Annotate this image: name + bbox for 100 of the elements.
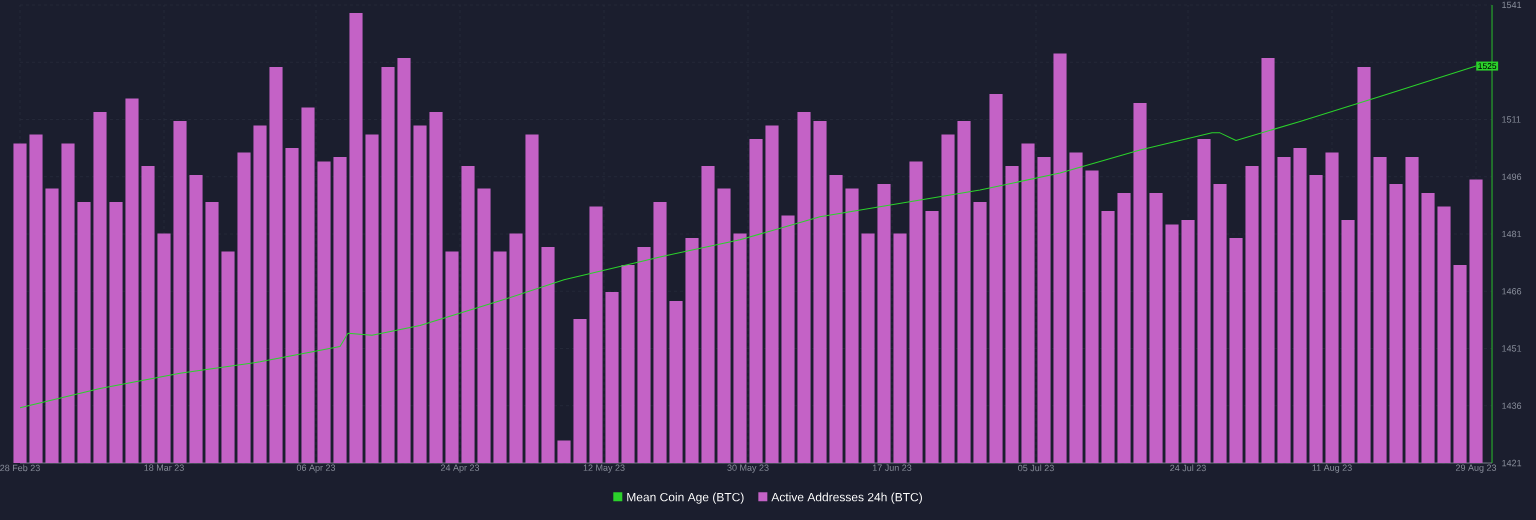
bar: [957, 121, 971, 463]
bar: [429, 112, 443, 463]
bar: [573, 319, 587, 463]
bar: [461, 166, 475, 463]
bar: [1069, 152, 1083, 463]
bar: [1005, 166, 1019, 463]
bar: [253, 125, 267, 463]
bar: [1117, 193, 1131, 463]
bar: [1293, 148, 1307, 463]
y2-tick-label: 1421: [1502, 459, 1522, 467]
x-tick-label: 12 May 23: [583, 464, 625, 473]
bar: [1261, 58, 1275, 463]
bar: [157, 233, 171, 463]
bar: [781, 215, 795, 463]
y2-tick-label: 1436: [1502, 402, 1522, 409]
bar: [925, 211, 939, 463]
bar: [1373, 157, 1387, 463]
bar: [141, 166, 155, 463]
bar: [1181, 220, 1195, 463]
bar: [1453, 265, 1467, 463]
bar: [717, 188, 731, 463]
bar: [1405, 157, 1419, 463]
x-tick-label: 30 May 23: [727, 464, 769, 473]
bar: [493, 251, 507, 463]
y2-tick-label: 1451: [1502, 345, 1522, 352]
x-tick-label: 11 Aug 23: [1312, 464, 1352, 473]
bar: [989, 94, 1003, 463]
y2-tick-label: 1541: [1502, 1, 1522, 9]
bar: [1277, 157, 1291, 463]
bar: [941, 134, 955, 463]
bar: [285, 148, 299, 463]
bar: [317, 161, 331, 463]
bar: [1421, 193, 1435, 463]
x-tick-label: 28 Feb 23: [0, 464, 40, 472]
data-label: 1525: [1478, 63, 1497, 70]
bar: [1229, 238, 1243, 463]
bar: [189, 175, 203, 463]
x-tick-label: 24 Apr 23: [440, 464, 480, 473]
bar: [557, 440, 571, 463]
bar: [1133, 103, 1147, 463]
bar: [893, 233, 907, 463]
bar: [1085, 170, 1099, 463]
bar: [701, 166, 715, 463]
y2-tick-label: 1496: [1502, 173, 1522, 180]
bar: [477, 188, 491, 463]
bar: [93, 112, 107, 463]
legend-label: Active Addresses 24h (BTC): [771, 492, 922, 504]
bar: [1469, 179, 1483, 463]
bar: [29, 134, 43, 463]
bar: [205, 202, 219, 463]
bar: [1245, 166, 1259, 463]
bar: [173, 121, 187, 463]
bar: [397, 58, 411, 463]
bar: [605, 292, 619, 463]
bar: [365, 134, 379, 463]
bar: [813, 121, 827, 463]
y2-tick-label: 1481: [1502, 230, 1522, 238]
x-tick-label: 18 Mar 23: [144, 464, 184, 471]
bar: [109, 202, 123, 463]
bar: [349, 13, 363, 463]
bar: [653, 202, 667, 463]
bar: [765, 125, 779, 463]
bar: [1101, 211, 1115, 463]
bar: [1341, 220, 1355, 463]
x-tick-label: 17 Jun 23: [872, 464, 912, 471]
y2-tick-label: 1466: [1502, 288, 1522, 295]
bar: [589, 206, 603, 463]
bar: [1197, 139, 1211, 463]
bar: [221, 251, 235, 463]
bar: [733, 233, 747, 463]
bar: [1149, 193, 1163, 463]
x-tick-label: 24 Jul 23: [1170, 464, 1206, 472]
x-tick-label: 06 Apr 23: [296, 464, 336, 473]
bar: [1357, 67, 1371, 463]
bar: [685, 238, 699, 463]
bar: [637, 247, 651, 463]
bar: [1309, 175, 1323, 463]
bar: [269, 67, 283, 463]
x-tick-label: 29 Aug 23: [1455, 464, 1497, 473]
bar: [509, 233, 523, 463]
bar: [669, 301, 683, 463]
bar: [61, 143, 75, 463]
bar: [1437, 206, 1451, 463]
bar: [909, 161, 923, 463]
bar: [541, 247, 555, 463]
bar: [1165, 224, 1179, 463]
bar: [301, 107, 315, 463]
bar: [525, 134, 539, 463]
bar: [973, 202, 987, 463]
bar: [237, 152, 251, 463]
bar: [877, 184, 891, 463]
x-tick-label: 05 Jul 23: [1018, 464, 1054, 472]
bar: [333, 157, 347, 463]
bar: [413, 125, 427, 463]
bar: [845, 188, 859, 463]
bar: [797, 112, 811, 463]
bar: [1325, 152, 1339, 463]
legend-label: Mean Coin Age (BTC): [627, 492, 744, 504]
bar: [621, 265, 635, 463]
bar: [861, 233, 875, 463]
